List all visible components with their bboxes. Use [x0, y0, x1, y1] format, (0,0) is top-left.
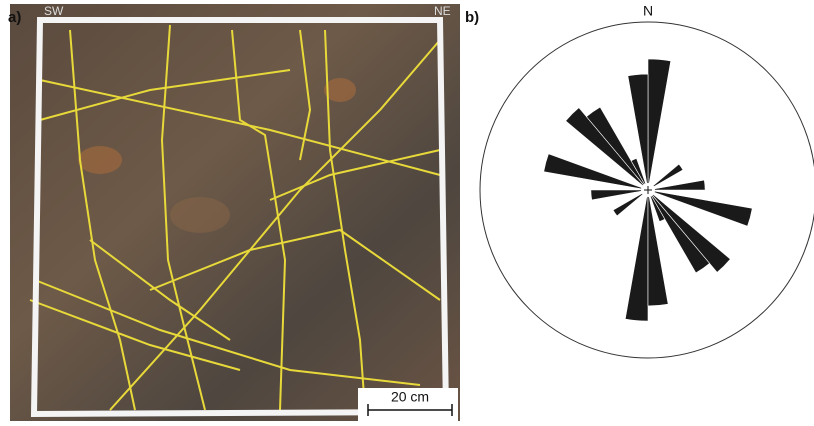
rose-panel: b) N	[465, 3, 814, 358]
rock-stain	[78, 146, 122, 174]
rock-stain	[170, 197, 230, 233]
corner-label: SW	[44, 4, 64, 18]
rose-petal	[648, 59, 671, 190]
panel-label: b)	[465, 9, 479, 26]
page: {"photo": {"panel_label": "a)", "corner_…	[0, 0, 814, 421]
figure: a) SW NE 20 cm b) N	[0, 0, 814, 421]
photo-panel: a) SW NE 20 cm	[8, 4, 460, 421]
corner-label: NE	[434, 4, 451, 18]
rose-petal	[625, 190, 648, 321]
scale-bar-label: 20 cm	[391, 389, 429, 405]
panel-label: a)	[8, 9, 21, 26]
north-label: N	[643, 3, 653, 19]
